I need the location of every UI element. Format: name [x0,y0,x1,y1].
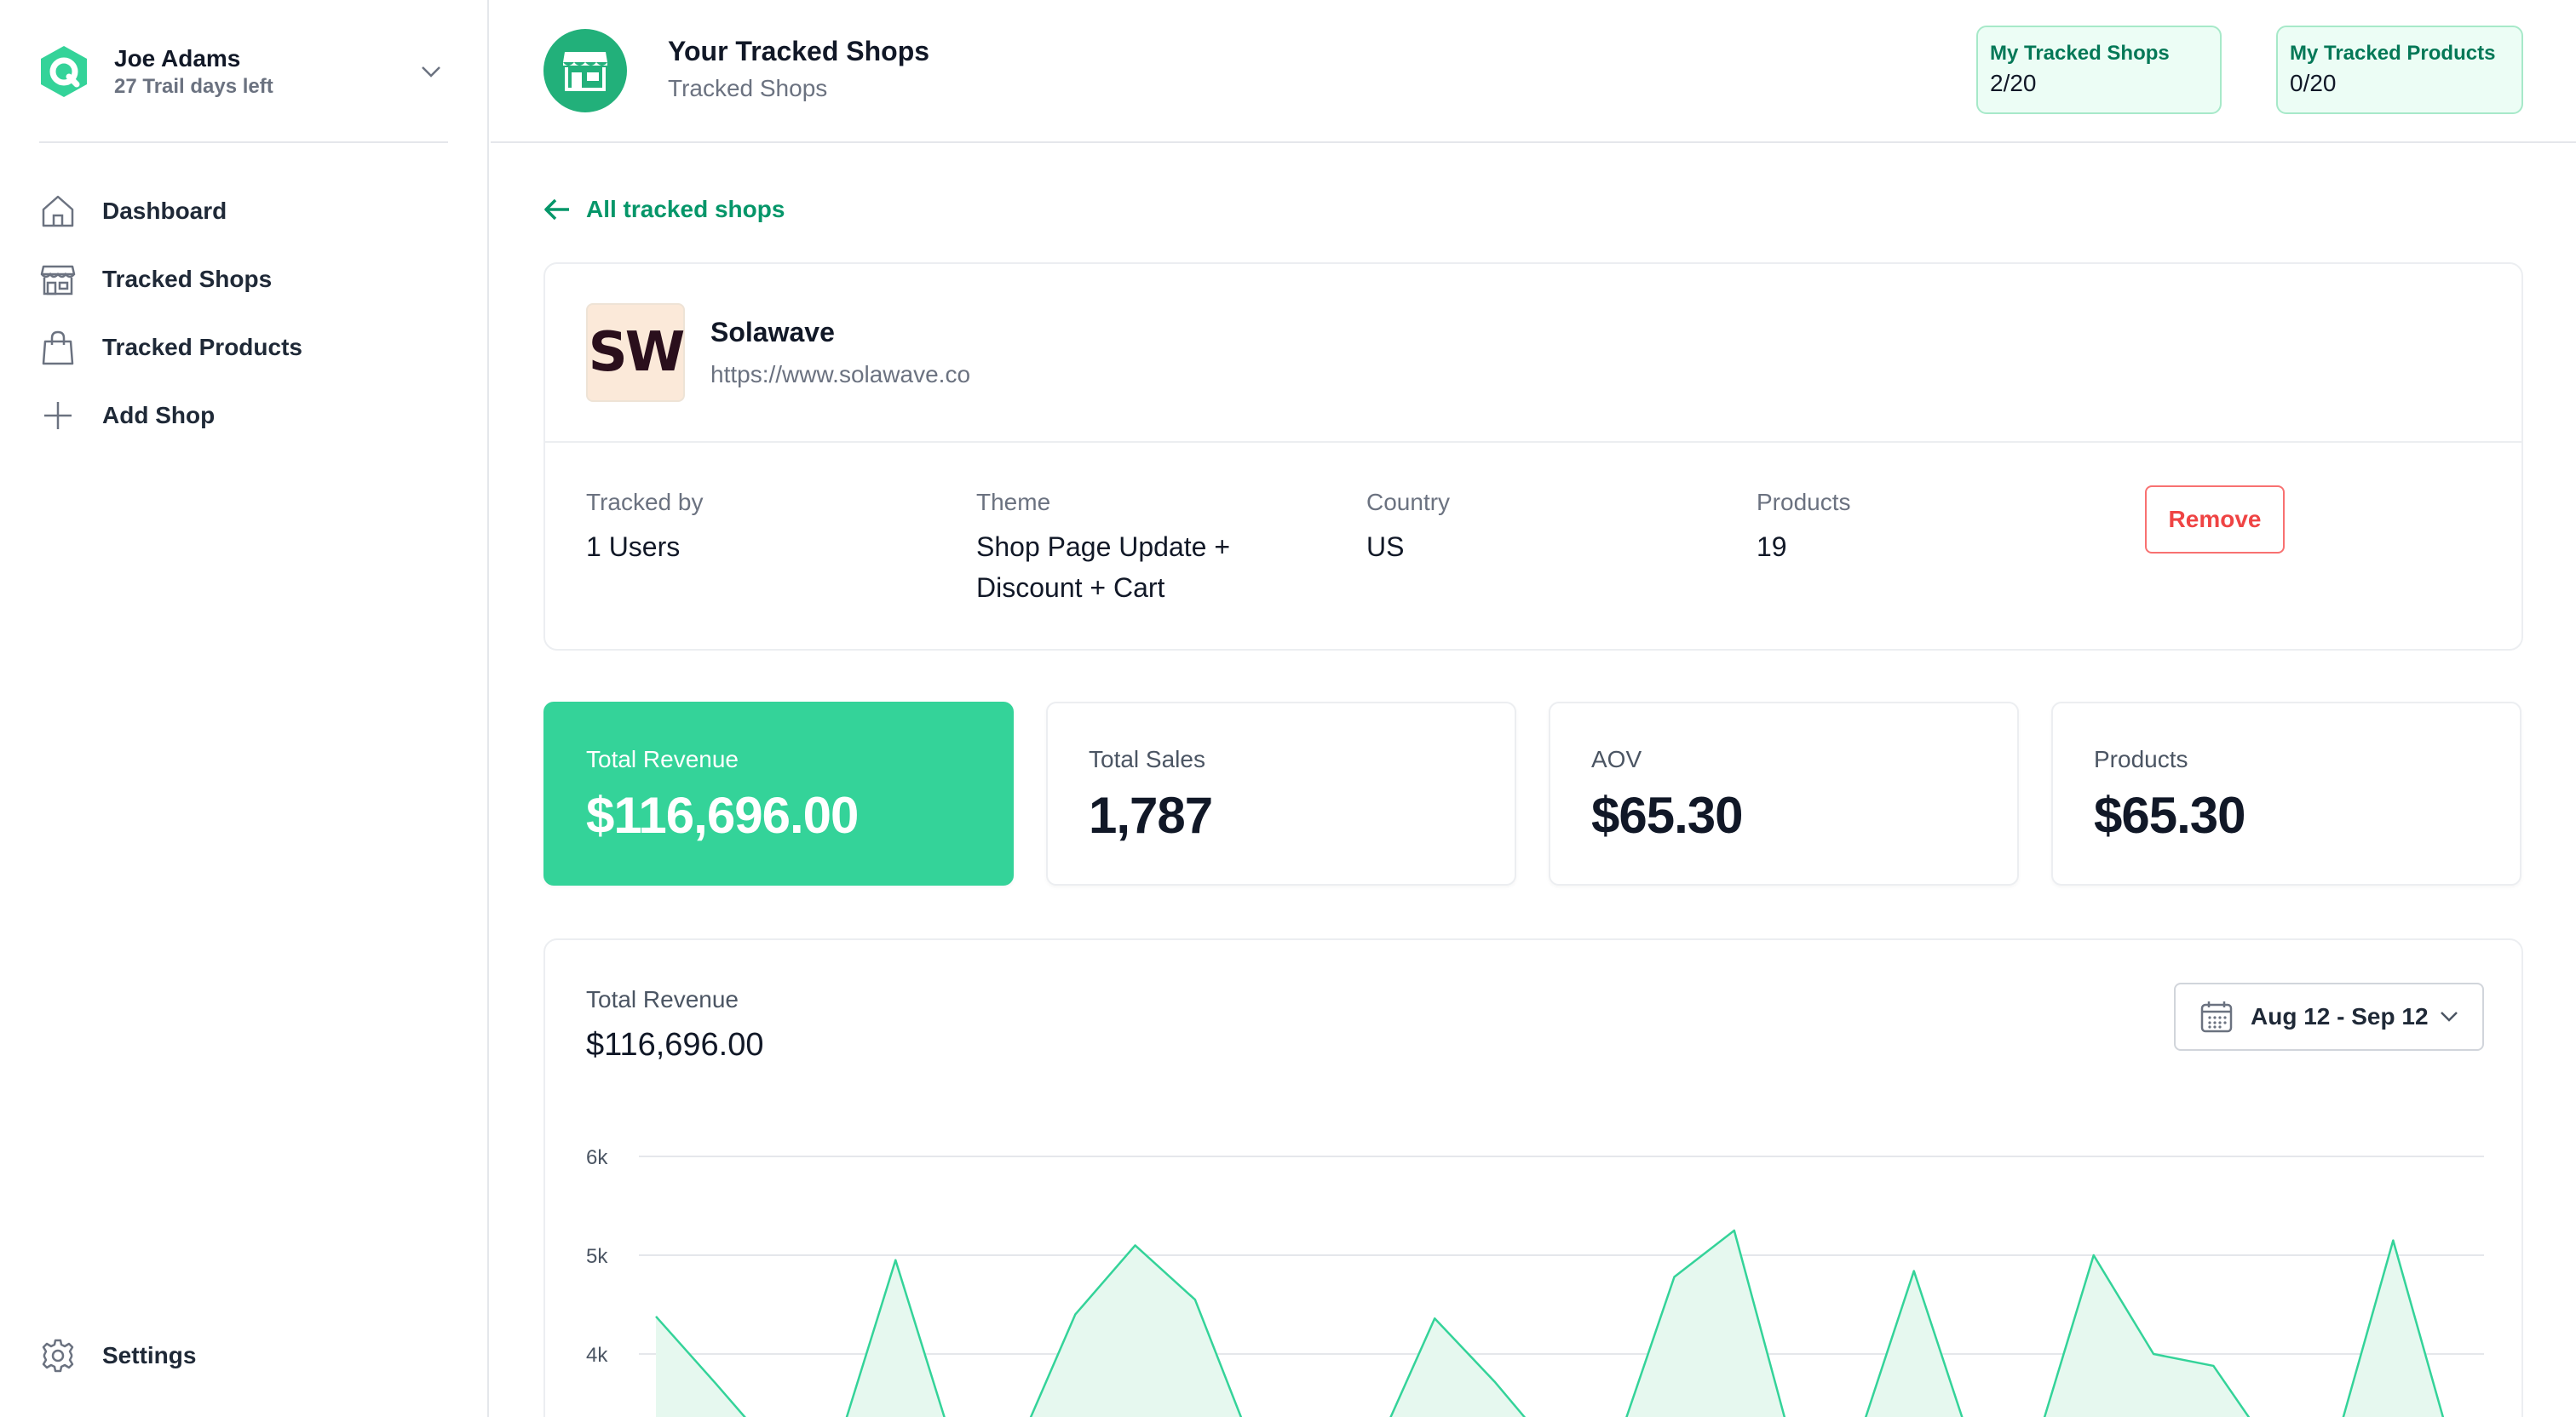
shop-logo: SW [586,303,685,402]
y-tick-label: 6k [586,1146,608,1169]
sidebar-item-label: Tracked Products [102,334,302,360]
quota-value: 2/20 [1990,70,2037,96]
revenue-area-chart: 6k 5k 4k [586,1146,2484,1417]
meta-value: 1 Users [586,531,681,562]
kpi-value: $65.30 [2094,787,2246,844]
shop-logo-text: SW [588,321,686,384]
meta-value: US [1366,531,1405,562]
kpi-value: 1,787 [1089,787,1213,844]
page-subtitle: Tracked Shops [668,75,828,101]
back-link-label: All tracked shops [586,196,785,222]
sidebar-item-tracked-products[interactable]: Tracked Products [39,313,448,382]
profile-switcher[interactable]: Joe Adams 27 Trail days left [39,37,448,106]
kpi-aov: AOV $65.30 [1549,702,2019,886]
meta-value: Shop Page Update + Discount + Cart [976,531,1231,603]
home-icon [39,192,77,230]
revenue-line [655,1229,2445,1417]
chart-title: Total Revenue [586,986,739,1013]
meta-country: Country US [1366,487,1724,567]
sidebar-item-label: Add Shop [102,402,216,428]
sidebar-item-label: Tracked Shops [102,266,273,292]
settings-label: Settings [102,1342,197,1368]
kpi-label: AOV [1591,746,1642,772]
kpi-value: $116,696.00 [586,787,859,844]
sidebar-item-settings[interactable]: Settings [39,1322,448,1390]
kpi-label: Products [2094,746,2188,772]
meta-theme: Theme Shop Page Update + Discount + Cart [976,487,1266,608]
kpi-value: $65.30 [1591,787,1744,844]
date-range-label: Aug 12 - Sep 12 [2251,1003,2429,1030]
store-icon [543,29,627,112]
chart-total-value: $116,696.00 [586,1027,764,1063]
profile-name: Joe Adams [114,45,241,72]
shopping-bag-icon [39,329,77,366]
date-range-picker[interactable]: Aug 12 - Sep 12 [2174,983,2484,1051]
back-to-all-shops-link[interactable]: All tracked shops [543,196,785,223]
shop-name: Solawave [710,317,835,347]
remove-shop-button[interactable]: Remove [2145,485,2285,554]
calendar-icon [2200,1001,2233,1033]
gear-icon [39,1337,77,1374]
tracked-shops-quota: My Tracked Shops 2/20 [1976,26,2222,114]
chevron-down-icon [2441,1012,2458,1022]
kpi-total-sales: Total Sales 1,787 [1046,702,1516,886]
revenue-chart-card: 6k 5k 4k Total Revenue $116,696.00 Aug 12 … [543,938,2523,1417]
shop-url[interactable]: https://www.solawave.co [710,361,971,387]
sidebar-nav: Dashboard Tracked Shops Tracked Products… [39,177,448,450]
shop-card-divider [545,441,2521,443]
kpi-label: Total Sales [1089,746,1205,772]
chevron-down-icon[interactable] [414,54,448,89]
page-title: Your Tracked Shops [668,36,930,66]
quota-label: My Tracked Products [2290,42,2496,65]
sidebar: Joe Adams 27 Trail days left Dashboard T… [0,0,489,1417]
sidebar-item-dashboard[interactable]: Dashboard [39,177,448,245]
app-logo-icon [41,46,87,97]
shop-details-card: SW Solawave https://www.solawave.co Trac… [543,262,2523,651]
meta-products: Products 19 [1757,487,2114,567]
meta-label: Products [1757,489,1851,515]
meta-tracked-by: Tracked by 1 Users [586,487,944,567]
arrow-left-icon [544,198,569,221]
sidebar-item-add-shop[interactable]: Add Shop [39,382,448,450]
kpi-total-revenue: Total Revenue $116,696.00 [543,702,1014,886]
y-tick-label: 4k [586,1344,608,1367]
quota-value: 0/20 [2290,70,2337,96]
meta-label: Tracked by [586,489,704,515]
sidebar-footer: Settings [39,1322,448,1390]
revenue-area [656,1231,2443,1417]
page-header: Your Tracked Shops Tracked Shops My Trac… [491,0,2576,143]
store-icon [39,261,77,298]
plus-icon [39,397,77,434]
tracked-products-quota: My Tracked Products 0/20 [2276,26,2523,114]
trial-days-left: 27 Trail days left [114,75,273,98]
sidebar-item-label: Dashboard [102,198,227,224]
meta-value: 19 [1757,531,1787,562]
y-tick-label: 5k [586,1245,608,1268]
sidebar-divider [39,141,448,143]
meta-label: Theme [976,489,1051,515]
kpi-label: Total Revenue [586,746,739,772]
sidebar-item-tracked-shops[interactable]: Tracked Shops [39,245,448,313]
kpi-products: Products $65.30 [2051,702,2521,886]
meta-label: Country [1366,489,1451,515]
quota-label: My Tracked Shops [1990,42,2170,65]
